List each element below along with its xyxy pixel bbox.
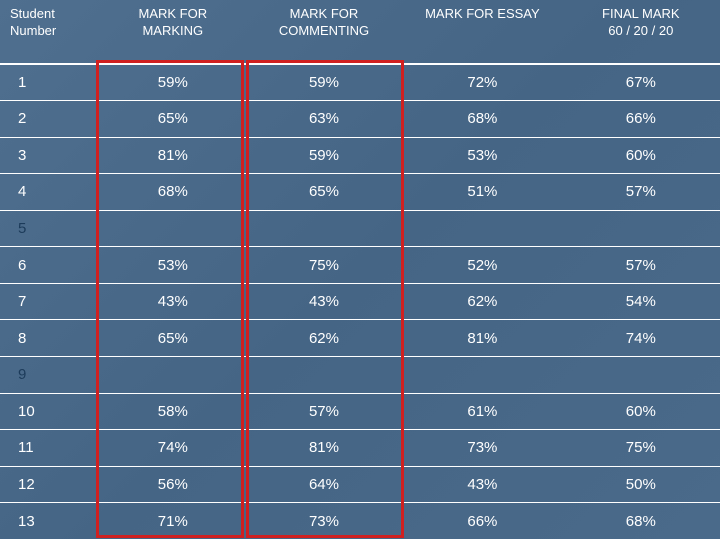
table-row: 743%43%62%54% [0, 283, 720, 320]
cell-sn: 10 [0, 393, 101, 430]
cell-essay: 68% [403, 101, 561, 138]
cell-sn: 1 [0, 64, 101, 101]
table-row: 5 [0, 210, 720, 247]
cell-final: 60% [562, 137, 720, 174]
table-row: 468%65%51%57% [0, 174, 720, 211]
cell-marking: 58% [101, 393, 245, 430]
cell-essay: 51% [403, 174, 561, 211]
cell-marking: 43% [101, 283, 245, 320]
header-final: FINAL MARK 60 / 20 / 20 [562, 0, 720, 64]
cell-commenting [245, 210, 403, 247]
cell-marking [101, 357, 245, 394]
header-line2: COMMENTING [279, 23, 369, 38]
cell-sn: 12 [0, 466, 101, 503]
cell-final: 57% [562, 247, 720, 284]
cell-sn: 7 [0, 283, 101, 320]
table-row: 1174%81%73%75% [0, 430, 720, 467]
cell-final: 54% [562, 283, 720, 320]
cell-commenting: 64% [245, 466, 403, 503]
cell-sn: 11 [0, 430, 101, 467]
table-body: 159%59%72%67%265%63%68%66%381%59%53%60%4… [0, 64, 720, 540]
cell-final: 67% [562, 64, 720, 101]
cell-commenting: 75% [245, 247, 403, 284]
cell-sn: 6 [0, 247, 101, 284]
cell-sn: 8 [0, 320, 101, 357]
cell-marking: 68% [101, 174, 245, 211]
header-line2: Number [10, 23, 56, 38]
cell-marking: 65% [101, 320, 245, 357]
cell-commenting: 81% [245, 430, 403, 467]
cell-marking: 56% [101, 466, 245, 503]
cell-essay [403, 210, 561, 247]
header-commenting: MARK FOR COMMENTING [245, 0, 403, 64]
header-marking: MARK FOR MARKING [101, 0, 245, 64]
cell-final: 66% [562, 101, 720, 138]
marks-table: Student Number MARK FOR MARKING MARK FOR… [0, 0, 720, 540]
header-line2: MARKING [142, 23, 203, 38]
cell-essay: 72% [403, 64, 561, 101]
table-row: 159%59%72%67% [0, 64, 720, 101]
cell-commenting: 73% [245, 503, 403, 540]
cell-marking: 71% [101, 503, 245, 540]
header-line1: MARK FOR [290, 6, 359, 21]
cell-commenting: 62% [245, 320, 403, 357]
cell-sn: 4 [0, 174, 101, 211]
header-essay: MARK FOR ESSAY [403, 0, 561, 64]
cell-marking: 81% [101, 137, 245, 174]
cell-final: 57% [562, 174, 720, 211]
header-line2: 60 / 20 / 20 [608, 23, 673, 38]
cell-commenting: 63% [245, 101, 403, 138]
cell-final: 75% [562, 430, 720, 467]
cell-sn: 13 [0, 503, 101, 540]
table-row: 1256%64%43%50% [0, 466, 720, 503]
cell-essay: 73% [403, 430, 561, 467]
cell-final: 50% [562, 466, 720, 503]
cell-sn: 3 [0, 137, 101, 174]
cell-final: 74% [562, 320, 720, 357]
cell-sn: 9 [0, 357, 101, 394]
cell-final [562, 210, 720, 247]
cell-final: 68% [562, 503, 720, 540]
cell-commenting: 59% [245, 64, 403, 101]
cell-essay: 43% [403, 466, 561, 503]
cell-sn: 2 [0, 101, 101, 138]
table-row: 381%59%53%60% [0, 137, 720, 174]
cell-essay: 62% [403, 283, 561, 320]
table-row: 653%75%52%57% [0, 247, 720, 284]
cell-commenting: 57% [245, 393, 403, 430]
table-row: 1371%73%66%68% [0, 503, 720, 540]
cell-commenting: 43% [245, 283, 403, 320]
header-row: Student Number MARK FOR MARKING MARK FOR… [0, 0, 720, 64]
cell-marking: 65% [101, 101, 245, 138]
header-line1: MARK FOR [138, 6, 207, 21]
cell-commenting: 65% [245, 174, 403, 211]
header-line1: MARK FOR ESSAY [425, 6, 540, 21]
cell-sn: 5 [0, 210, 101, 247]
cell-essay: 53% [403, 137, 561, 174]
table-row: 865%62%81%74% [0, 320, 720, 357]
header-student-number: Student Number [0, 0, 101, 64]
cell-essay: 61% [403, 393, 561, 430]
cell-marking [101, 210, 245, 247]
cell-commenting [245, 357, 403, 394]
header-line1: FINAL MARK [602, 6, 680, 21]
cell-essay: 81% [403, 320, 561, 357]
cell-essay: 66% [403, 503, 561, 540]
cell-marking: 74% [101, 430, 245, 467]
cell-marking: 53% [101, 247, 245, 284]
table-row: 9 [0, 357, 720, 394]
cell-commenting: 59% [245, 137, 403, 174]
cell-final [562, 357, 720, 394]
header-line1: Student [10, 6, 55, 21]
cell-final: 60% [562, 393, 720, 430]
table-row: 1058%57%61%60% [0, 393, 720, 430]
cell-essay: 52% [403, 247, 561, 284]
table-row: 265%63%68%66% [0, 101, 720, 138]
cell-essay [403, 357, 561, 394]
cell-marking: 59% [101, 64, 245, 101]
